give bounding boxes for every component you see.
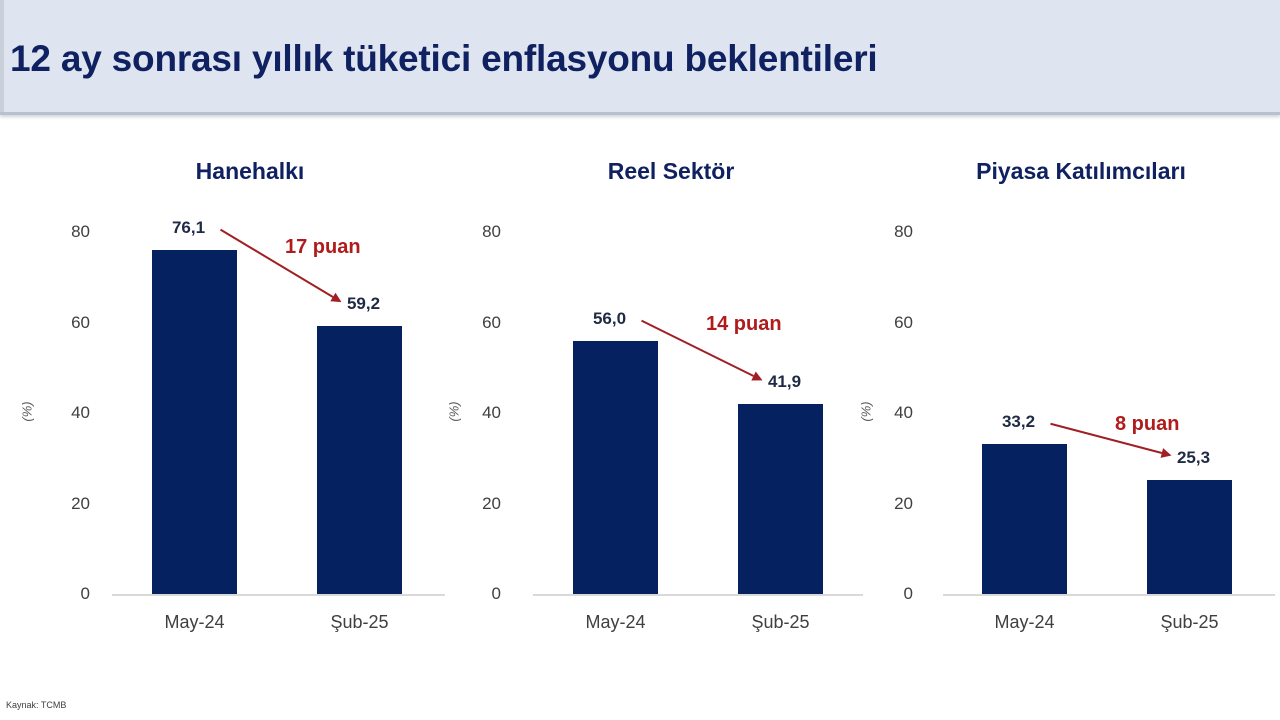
bar-value-label: 76,1 [171,217,206,237]
slide-header: 12 ay sonrası yıllık tüketici enflasyonu… [0,0,1280,115]
bar-value-label: 25,3 [1176,447,1211,467]
y-tick-label: 20 [71,493,90,513]
y-tick-label: 40 [71,403,90,422]
y-axis-unit: (%) [19,401,35,422]
slide-title: 12 ay sonrası yıllık tüketici enflasyonu… [10,38,878,79]
chart-title: Piyasa Katılımcıları [976,158,1186,184]
bar-may-24 [982,443,1067,594]
decrease-arrow-icon [1050,422,1172,458]
y-tick-label: 60 [894,312,913,332]
bar-value-label: 56,0 [592,308,627,328]
bar-value-label: 59,2 [346,294,381,314]
x-tick-label: Şub-25 [330,612,389,632]
delta-annotation: 8 puan [1115,412,1180,435]
delta-annotation: 14 puan [706,312,782,335]
y-tick-label: 0 [80,584,90,603]
y-tick-label: 20 [482,493,501,513]
chart-hanehalki: Hanehalkı 0 20 40 60 80 (%) 76,1 May-24 59,2 Şub-2… [20,120,460,660]
y-tick-label: 0 [491,584,501,603]
y-tick-label: 80 [894,222,913,241]
bar--ub-25 [738,404,823,594]
y-tick-label: 60 [71,312,90,332]
header-edge [0,0,4,112]
y-tick-label: 20 [894,493,913,513]
source-note: Kaynak: TCMB [6,700,67,710]
x-tick-label: May-24 [585,612,646,632]
y-tick-label: 60 [482,312,501,332]
chart-title: Reel Sektör [607,158,735,184]
decrease-arrow-icon [219,228,342,303]
chart-piyasa-katilimcilari: Piyasa Katılımcıları 0 20 40 60 80 (%) 33,2 May-… [859,120,1280,660]
y-tick-label: 80 [482,222,501,241]
bar-value-label: 33,2 [1001,411,1036,431]
y-axis-unit: (%) [446,401,462,422]
bar--ub-25 [1147,479,1232,594]
bar-value-label: 41,9 [767,372,802,392]
x-axis-line [112,594,445,596]
x-tick-label: Şub-25 [1160,612,1219,632]
y-tick-label: 80 [71,222,90,241]
x-axis-line [943,594,1275,596]
y-tick-label: 0 [903,584,913,603]
x-axis-line [533,594,863,596]
y-tick-label: 40 [894,403,913,422]
x-tick-label: May-24 [164,612,225,632]
y-tick-label: 40 [482,403,501,422]
bar-may-24 [152,249,237,594]
bar-may-24 [573,340,658,594]
decrease-arrow-icon [641,319,763,381]
x-tick-label: Şub-25 [751,612,810,632]
chart-reel-sektor: Reel Sektör 0 20 40 60 80 (%) 56,0 May-24 41,9 Şub… [447,120,881,660]
chart-title: Hanehalkı [195,158,305,184]
delta-annotation: 17 puan [285,235,361,258]
x-tick-label: May-24 [994,612,1055,632]
bar--ub-25 [317,326,402,594]
